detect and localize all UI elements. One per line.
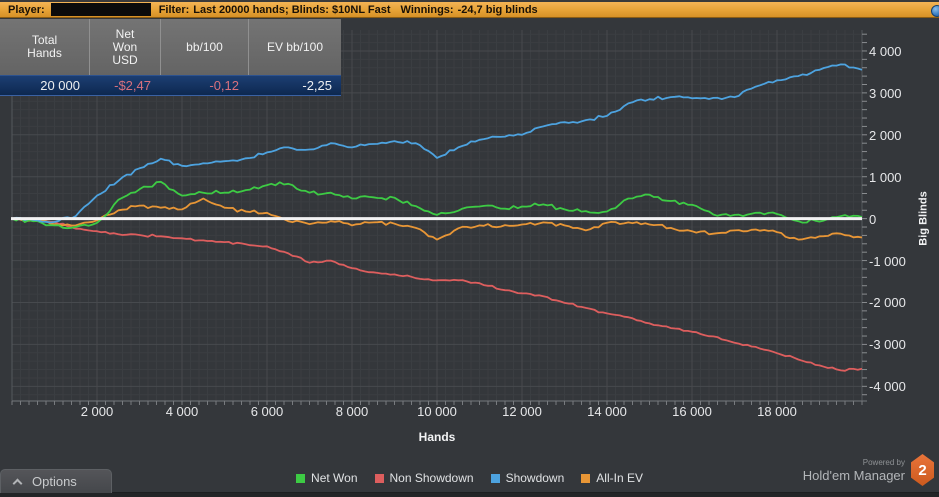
chart-legend: Net Won Non Showdown Showdown All-In EV <box>0 471 939 485</box>
stats-table-header: Total Hands Net Won USD bb/100 EV bb/100 <box>0 19 341 75</box>
player-label: Player: <box>8 3 45 16</box>
legend-label: Net Won <box>311 471 358 485</box>
y-tick-label: -4 000 <box>869 379 906 395</box>
legend-item[interactable]: All-In EV <box>581 471 643 485</box>
bottom-edge <box>0 492 939 497</box>
globe-icon[interactable] <box>931 5 939 17</box>
legend-item[interactable]: Non Showdown <box>374 471 474 485</box>
legend-item[interactable]: Showdown <box>490 471 565 485</box>
filter-summary-bar: Player: Filter: Last 20000 hands; Blinds… <box>0 0 939 18</box>
options-button[interactable]: Options <box>0 469 112 493</box>
player-name-redacted <box>50 3 151 16</box>
y-tick-label: -2 000 <box>869 295 906 311</box>
brand-area: Powered by Hold'em Manager 2 <box>803 454 934 486</box>
legend-swatch-icon <box>296 473 306 483</box>
winnings-label: Winnings: <box>400 3 454 16</box>
winnings-value: -24,7 big blinds <box>457 3 538 16</box>
y-tick-label: 0 <box>869 211 877 227</box>
stats-table-row[interactable]: 20 000 -$2,47 -0,12 -2,25 <box>0 75 341 96</box>
y-tick-label: 2 000 <box>869 127 902 143</box>
series-all-in-ev <box>11 197 863 241</box>
x-tick-label: 2 000 <box>80 404 114 419</box>
hm2-badge-icon: 2 <box>911 454 934 486</box>
x-tick-label: 14 000 <box>587 404 627 419</box>
table-cell: -0,12 <box>209 78 239 93</box>
y-tick-label: -3 000 <box>869 337 906 353</box>
y-axis-title: Big Blinds <box>917 191 930 246</box>
series-non-showdown <box>11 217 863 372</box>
x-tick-label: 16 000 <box>672 404 712 419</box>
x-tick-label: 12 000 <box>502 404 542 419</box>
x-tick-label: 8 000 <box>335 404 369 419</box>
stats-table: Total Hands Net Won USD bb/100 EV bb/100 20… <box>0 19 341 96</box>
table-header-cell[interactable]: Total Hands <box>27 33 62 60</box>
table-header-cell[interactable]: Net Won USD <box>89 19 160 75</box>
options-button-label: Options <box>32 474 77 489</box>
chevron-up-icon <box>12 478 23 489</box>
legend-label: Non Showdown <box>389 471 474 485</box>
table-header-cell[interactable]: bb/100 <box>160 19 248 75</box>
brand-name: Hold'em Manager <box>802 467 905 483</box>
filter-value: Last 20000 hands; Blinds: $10NL Fast <box>193 3 391 16</box>
y-tick-label: 4 000 <box>869 43 902 59</box>
x-tick-label: 4 000 <box>165 404 199 419</box>
x-tick-label: 6 000 <box>250 404 284 419</box>
filter-label: Filter: <box>158 3 190 16</box>
powered-by-text: Powered by <box>862 457 905 467</box>
series-net-won <box>11 180 863 230</box>
x-tick-label: 18 000 <box>757 404 797 419</box>
series-showdown <box>11 63 863 224</box>
table-header-cell[interactable]: EV bb/100 <box>248 19 341 75</box>
y-tick-label: -1 000 <box>869 253 906 269</box>
legend-label: All-In EV <box>596 471 643 485</box>
legend-label: Showdown <box>505 471 565 485</box>
legend-swatch-icon <box>490 473 500 483</box>
table-cell: -$2,47 <box>114 78 151 93</box>
y-tick-label: 3 000 <box>869 85 902 101</box>
x-tick-label: 10 000 <box>417 404 457 419</box>
x-axis-title: Hands <box>418 430 456 444</box>
legend-swatch-icon <box>374 473 384 483</box>
legend-swatch-icon <box>581 473 591 483</box>
legend-item[interactable]: Net Won <box>296 471 358 485</box>
table-cell: -2,25 <box>302 78 332 93</box>
table-cell: 20 000 <box>40 78 80 93</box>
y-tick-label: 1 000 <box>869 169 902 185</box>
